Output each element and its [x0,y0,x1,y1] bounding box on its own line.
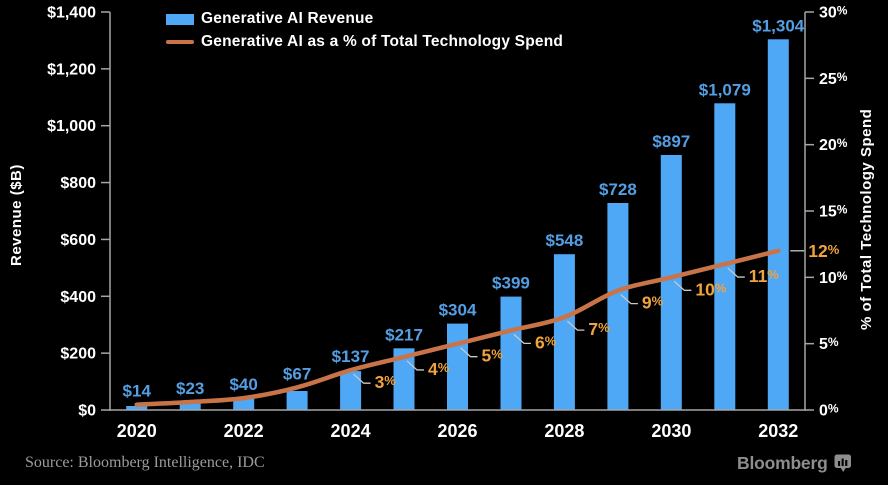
x-tick-label: 2032 [758,421,798,441]
x-tick-label: 2026 [437,421,477,441]
bar-2020 [126,406,148,410]
pct-label-leader [673,280,692,291]
right-tick-label: 5% [819,335,839,353]
pct-point-label: 12% [808,241,839,261]
bloomberg-wordmark: Bloomberg [737,453,828,473]
pct-label-leader [620,294,638,305]
pct-point-label: 10% [695,279,726,299]
bar-2026 [447,323,468,410]
right-tick-label: 15% [819,203,848,221]
right-tick-label: 20% [819,136,848,154]
left-tick-label: $200 [60,346,96,363]
pct-point-label: 5% [482,346,504,366]
legend-label-revenue: Generative AI Revenue [201,10,374,27]
bar-2027 [500,296,522,410]
x-tick-label: 2028 [544,421,584,441]
bar-value-label: $40 [229,375,257,394]
source-attribution: Source: Bloomberg Intelligence, IDC [25,454,265,471]
pct-label-leader [513,333,531,345]
bar-value-label: $67 [283,364,311,383]
bar-2032 [767,39,789,411]
line-series-swatch-icon [166,39,194,45]
left-tick-label: $1,400 [47,5,96,22]
pct-label-leader [353,373,371,384]
pct-point-label: 7% [588,319,610,339]
bar-value-label: $217 [385,325,423,344]
pct-point-label: 11% [749,266,780,286]
x-tick-label: 2030 [651,421,691,441]
bar-2029 [607,203,629,410]
pct-point-label: 3% [375,372,397,392]
pct-point-label: 9% [642,293,664,313]
bar-value-label: $1,079 [699,80,751,99]
bar-2022 [233,398,255,410]
bar-value-label: $897 [652,132,690,151]
bar-value-label: $14 [123,382,152,401]
left-tick-label: $400 [60,289,96,306]
bar-series-swatch-icon [166,13,194,25]
right-tick-label: 25% [819,70,848,88]
pct-label-leader [460,347,478,358]
pct-label-leader [566,320,585,331]
legend-label-percent: Generative AI as a % of Total Technology… [201,33,564,50]
left-tick-label: $1,200 [47,61,96,78]
x-tick-label: 2022 [224,421,264,441]
bar-2024 [340,371,362,410]
pct-point-label: 6% [535,332,557,352]
left-tick-label: $800 [60,175,96,192]
bar-value-label: $304 [439,301,477,320]
terminal-chart-bubble-icon [834,454,851,472]
bloomberg-logo: Bloomberg [737,453,852,474]
left-tick-label: $0 [78,403,96,420]
bar-value-label: $548 [546,231,584,250]
pct-point-label: 4% [428,359,450,379]
right-tick-label: 30% [819,4,848,22]
x-tick-label: 2020 [117,421,157,441]
left-tick-label: $1,000 [47,118,96,135]
pct-line [134,248,781,407]
right-tick-label: 10% [819,269,848,287]
legend: Generative AI Revenue Generative AI as a… [166,10,563,51]
bar-value-label: $137 [332,347,370,366]
bar-value-label: $728 [599,180,637,199]
bar-2031 [714,103,736,411]
bar-2023 [286,391,308,410]
legend-item-revenue: Generative AI Revenue [166,10,563,28]
bar-value-label: $1,304 [752,16,805,35]
bar-value-label: $23 [176,379,204,398]
bar-value-label: $399 [492,274,530,293]
bar-2021 [179,403,201,410]
x-tick-label: 2024 [331,421,371,441]
legend-item-percent: Generative AI as a % of Total Technology… [166,33,563,51]
bar-2028 [553,254,575,410]
bar-2030 [660,155,682,410]
pct-label-leader [727,267,745,278]
left-tick-label: $600 [60,232,96,249]
right-tick-label: 0% [819,402,839,420]
pct-label-leader [406,360,425,371]
